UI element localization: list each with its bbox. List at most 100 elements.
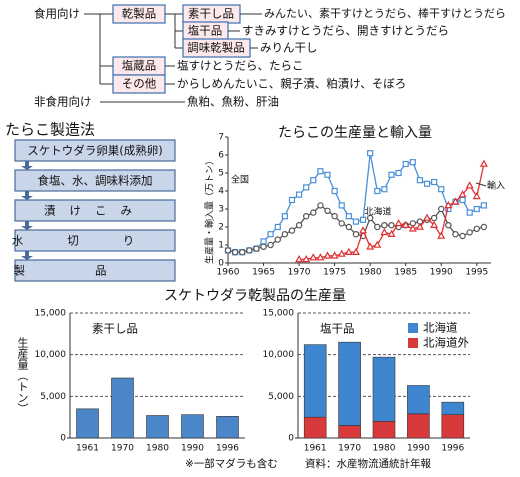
chart-title: 塩干品 — [320, 322, 355, 336]
marker — [338, 202, 345, 209]
node-desc: 塩すけとうだら、たらこ — [177, 59, 304, 73]
y-tick-label: 2 — [218, 223, 224, 233]
x-tick-label: 1980 — [146, 444, 169, 454]
marker — [239, 248, 246, 256]
step-label: 食塩、水、調味料添加 — [38, 174, 153, 188]
node-label: 調味乾製品 — [187, 41, 245, 55]
marker — [431, 178, 438, 186]
marker — [394, 218, 403, 227]
marker — [381, 221, 388, 229]
marker — [380, 227, 389, 236]
marker — [438, 205, 445, 213]
marker — [402, 160, 409, 168]
marker — [246, 247, 253, 254]
marker — [381, 186, 388, 193]
marker — [409, 159, 416, 166]
step-label: スケトウダラ卵巣(成熟卵) — [27, 144, 162, 158]
marker — [345, 213, 352, 220]
series-label: 全国 — [231, 174, 249, 186]
marker — [408, 224, 417, 232]
marker — [302, 254, 311, 263]
arrow — [21, 221, 33, 230]
marker — [388, 171, 395, 178]
marker — [445, 221, 452, 229]
marker — [281, 213, 288, 220]
step-box — [14, 229, 176, 252]
step-box — [14, 169, 176, 192]
process-title: たらこ製造法 — [5, 121, 95, 139]
marker — [303, 184, 310, 191]
bar — [338, 341, 361, 426]
marker — [430, 214, 438, 222]
marker — [295, 254, 304, 263]
marker — [459, 232, 466, 240]
legend-swatch — [408, 323, 418, 333]
x-tick-label: 1990 — [407, 444, 430, 454]
y-tick-label: 0 — [288, 434, 294, 444]
y-tick-label: 6 — [218, 151, 224, 161]
step-label: 製品 — [14, 264, 177, 278]
x-tick-label: 1996 — [216, 444, 239, 454]
series-label: 輸入 — [487, 180, 505, 192]
x-tick-label: 1995 — [465, 268, 488, 278]
x-tick-label: 1970 — [111, 444, 134, 454]
marker — [295, 221, 303, 229]
node-label: 塩干品 — [188, 24, 223, 38]
marker — [459, 196, 466, 204]
bar — [181, 414, 204, 439]
x-tick-label: 1970 — [338, 444, 361, 454]
node-label: 素干し品 — [188, 7, 234, 21]
marker — [452, 230, 459, 238]
marker — [472, 191, 481, 200]
x-tick-label: 1985 — [394, 268, 417, 278]
marker — [415, 222, 424, 230]
bar — [338, 425, 361, 439]
y-tick-label: 5,000 — [40, 392, 66, 402]
arrow — [21, 191, 33, 200]
marker — [473, 205, 480, 213]
marker — [388, 221, 395, 229]
chart-title: たらこの生産量と輸入量 — [278, 125, 432, 141]
marker — [359, 226, 368, 234]
x-tick-label: 1996 — [441, 444, 464, 454]
y-tick-label: 7 — [218, 133, 224, 143]
x-tick-label: 1980 — [359, 268, 382, 278]
marker — [317, 202, 324, 209]
node-desc: 魚粕、魚粉、肝油 — [187, 95, 279, 109]
x-tick-label: 1990 — [430, 268, 453, 278]
marker — [466, 209, 473, 216]
y-tick-label: 10,000 — [263, 350, 295, 360]
legend-label: 北海道 — [423, 321, 458, 335]
marker — [395, 169, 402, 177]
x-tick-label: 1980 — [373, 444, 396, 454]
marker — [231, 248, 239, 256]
y-tick-label: 1 — [218, 241, 224, 251]
source: 資料：水産物流通統計年報 — [305, 457, 431, 470]
marker — [430, 220, 439, 228]
marker — [331, 187, 338, 195]
marker — [437, 231, 446, 239]
marker — [351, 247, 360, 255]
marker — [423, 180, 431, 187]
arrows — [21, 161, 33, 260]
marker — [309, 253, 318, 261]
marker — [324, 207, 331, 214]
marker — [281, 230, 289, 238]
marker — [323, 251, 332, 259]
bar — [303, 344, 327, 418]
node-desc: みんたい、素干すけとうだら、棒干すけとうだら — [264, 6, 506, 20]
marker — [288, 227, 296, 234]
marker — [344, 247, 353, 255]
x-tick-label: 1970 — [288, 268, 311, 278]
marker — [345, 223, 353, 231]
y-tick-label: 15,000 — [35, 309, 67, 319]
marker — [444, 200, 453, 209]
marker — [359, 216, 367, 223]
node-desc: すきみすけとうだら、開きすけとうだら — [242, 24, 449, 38]
tree-group: 非食用向け — [34, 95, 92, 109]
marker — [317, 168, 324, 175]
chart-title: 素干し品 — [92, 322, 138, 336]
y-axis-label: 生産量（トン） — [16, 336, 29, 414]
marker — [253, 245, 260, 252]
marker — [458, 190, 467, 198]
